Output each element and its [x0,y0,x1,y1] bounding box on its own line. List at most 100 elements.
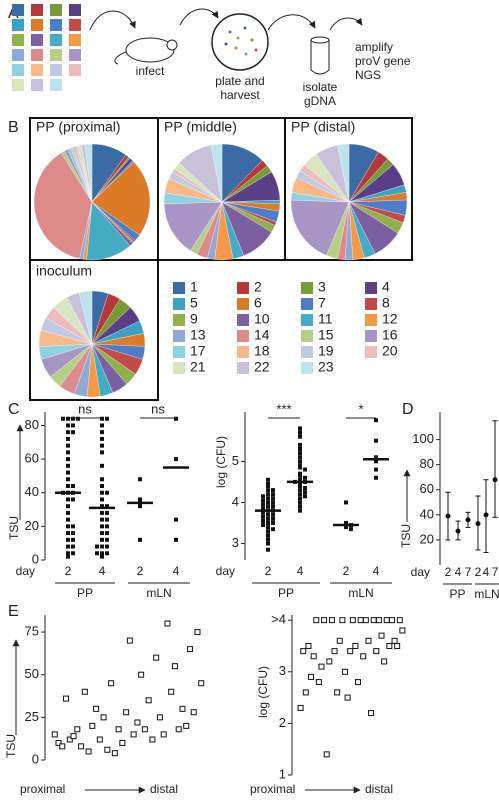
color-square [50,64,62,76]
data-point [100,544,104,549]
y-tick-label: 100 [412,431,434,446]
data-point [153,654,160,661]
data-point [66,504,70,509]
data-point [326,658,333,665]
color-square [31,79,43,91]
x-tick-label: 2 [65,564,72,578]
data-point [271,527,275,532]
data-point [261,510,265,515]
data-point [100,510,104,515]
data-point [271,512,275,517]
color-square [31,4,43,16]
y-tick-label: 1 [279,766,286,781]
legend-label: 4 [382,279,390,295]
color-square [69,19,81,31]
data-point [138,537,142,542]
data-point [328,617,335,624]
legend-label: 5 [190,295,198,311]
legend-swatch [237,330,249,342]
data-point [271,492,275,497]
data-point [357,617,364,624]
color-square [12,64,24,76]
data-point [271,488,275,493]
panel-label: D [402,401,414,418]
data-point [51,731,58,738]
data-point [266,504,270,509]
group-label: mLN [146,586,171,600]
data-point [303,475,307,480]
color-square [31,19,43,31]
y-tick-label: 60 [25,451,39,466]
data-point [100,504,104,509]
data-point [100,463,104,468]
y-tick-label: 80 [25,417,39,432]
data-point [66,537,70,542]
y-tick-label: 25 [25,709,39,724]
color-square [50,49,62,61]
data-point [93,705,100,712]
data-point [105,517,109,522]
data-point [100,484,104,488]
data-point [186,646,193,653]
legend-label: 18 [254,343,270,359]
data-point [71,484,75,488]
data-point [298,481,302,486]
data-point [266,516,270,521]
data-point [381,658,388,665]
data-point [100,436,104,441]
mean-dot [483,512,489,518]
data-point [66,463,70,468]
step-label: amplify [355,40,393,54]
data-point [266,488,270,493]
data-point [164,620,171,627]
data-point [374,475,378,480]
data-point [370,617,377,624]
data-point [66,443,70,448]
data-point [298,477,302,482]
data-point [388,617,395,624]
color-square [12,34,24,46]
sig-label: *** [276,401,291,416]
data-point [266,533,270,538]
data-point [373,648,380,655]
data-point [308,673,315,680]
data-point [266,529,270,534]
data-point [261,523,265,528]
data-point [298,451,302,456]
data-point [59,743,66,750]
pie-title: PP (proximal) [36,119,121,135]
data-point [261,514,265,519]
legend-label: 20 [382,343,398,359]
data-point [298,426,302,431]
data-point [174,517,178,522]
legend-swatch [237,298,249,310]
color-square [69,49,81,61]
panel-label: C [8,401,20,418]
data-point [266,541,270,546]
color-square [12,79,24,91]
y-tick-label: 2 [279,715,286,730]
data-point [298,488,302,493]
data-point [297,704,304,711]
data-point [179,705,186,712]
y-axis-label: log (CFU) [256,666,270,718]
legend-label: 8 [382,295,390,311]
data-point [95,551,99,556]
data-point [66,416,70,421]
data-point [271,516,275,521]
data-point [298,430,302,435]
data-point [95,544,99,549]
y-tick-label: 0 [32,551,39,566]
data-point [298,471,302,476]
data-point [355,679,362,686]
data-point [374,467,378,472]
legend-swatch [237,362,249,374]
sig-label: ns [78,401,92,416]
data-point [66,484,70,488]
data-point [119,739,126,746]
x-axis-label: day [411,565,430,579]
mean-dot [465,517,471,523]
data-point [71,430,75,435]
legend-swatch [237,282,249,294]
data-point [303,486,307,491]
